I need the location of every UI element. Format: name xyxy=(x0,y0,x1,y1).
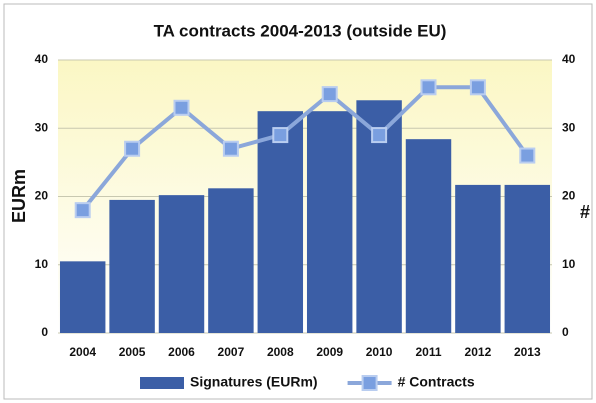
marker xyxy=(420,79,437,96)
y-tick-label: 30 xyxy=(35,120,49,134)
marker xyxy=(222,140,239,157)
bar xyxy=(455,184,501,333)
bar xyxy=(405,139,452,333)
y2-tick-label: 40 xyxy=(562,52,576,66)
marker xyxy=(124,140,141,157)
x-tick-label: 2006 xyxy=(168,345,195,359)
marker xyxy=(173,99,190,116)
marker xyxy=(272,127,289,144)
y2-tick-label: 20 xyxy=(562,189,576,203)
legend-swatch xyxy=(140,377,184,389)
line xyxy=(81,85,529,212)
x-tick-label: 2013 xyxy=(514,345,541,359)
bar xyxy=(208,188,254,333)
marker xyxy=(469,79,486,96)
bar xyxy=(59,261,106,333)
x-tick-label: 2004 xyxy=(69,345,96,359)
marker xyxy=(74,202,91,219)
x-tick-label: 2005 xyxy=(119,345,146,359)
marker xyxy=(371,127,388,144)
bar xyxy=(109,199,155,333)
x-tick-label: 2008 xyxy=(267,345,294,359)
x-tick-label: 2007 xyxy=(218,345,245,359)
y-tick-label: 0 xyxy=(41,325,48,339)
legend-label: # Contracts xyxy=(398,374,475,390)
bar xyxy=(158,195,205,333)
y-tick-label: 40 xyxy=(35,52,49,66)
bar xyxy=(306,111,353,333)
x-tick-label: 2011 xyxy=(415,345,441,359)
marker xyxy=(519,147,536,164)
legend-marker xyxy=(361,375,378,391)
y-tick-label: 20 xyxy=(35,189,49,203)
chart-title: TA contracts 2004-2013 (outside EU) xyxy=(154,21,447,40)
y2-tick-label: 30 xyxy=(562,120,576,134)
bar xyxy=(257,111,304,333)
marker xyxy=(321,86,338,103)
y-axis-title: EURm xyxy=(9,169,29,223)
y2-tick-label: 0 xyxy=(562,325,569,339)
y2-axis-title: # xyxy=(580,202,590,222)
x-tick-label: 2012 xyxy=(465,345,492,359)
y-tick-label: 10 xyxy=(35,257,49,271)
bar xyxy=(504,184,551,333)
x-tick-label: 2010 xyxy=(366,345,393,359)
y2-tick-label: 10 xyxy=(562,257,576,271)
legend-label: Signatures (EURm) xyxy=(190,374,318,390)
x-tick-label: 2009 xyxy=(316,345,343,359)
